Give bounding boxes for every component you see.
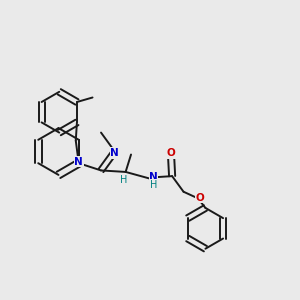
Text: N: N <box>74 157 83 167</box>
Text: O: O <box>196 193 205 203</box>
Text: O: O <box>167 148 176 158</box>
Text: N: N <box>110 148 119 158</box>
Text: H: H <box>119 175 127 185</box>
Text: H: H <box>150 179 157 190</box>
Text: N: N <box>149 172 158 182</box>
